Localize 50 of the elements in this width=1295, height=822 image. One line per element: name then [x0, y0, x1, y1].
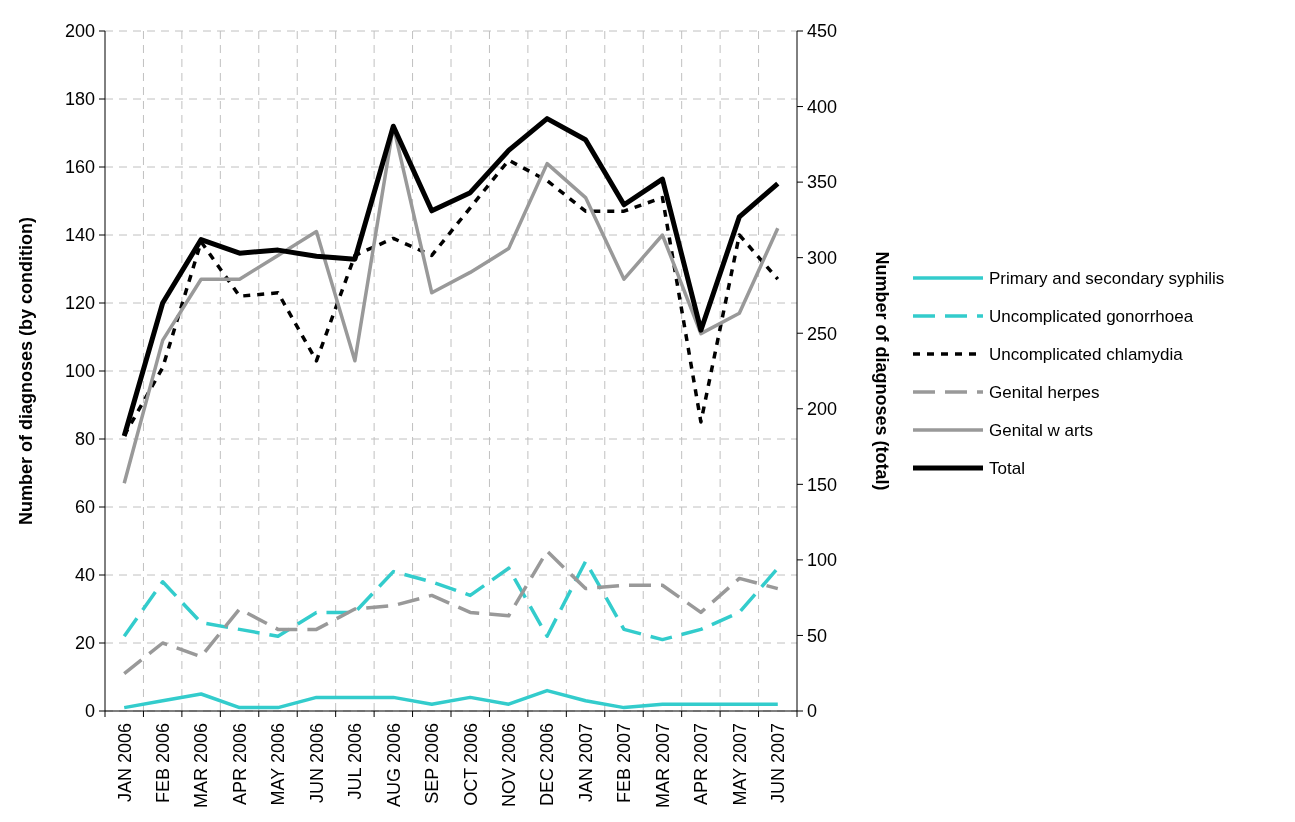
line-series: [122, 559, 780, 642]
y2-tick-label: 0: [807, 701, 818, 722]
y-tick-label: 120: [64, 293, 95, 314]
y-tick-label: 180: [64, 89, 95, 110]
x-tick-label: DEC 2006: [537, 723, 558, 807]
y2-tick-label: 350: [807, 172, 838, 193]
x-tick-label: JUN 2007: [768, 723, 789, 804]
y2-axis-title: Number of diagnoses (total): [872, 251, 892, 491]
y-tick-label: 200: [64, 21, 95, 42]
y-tick-label: 0: [84, 701, 95, 722]
x-tick-label: JUL 2006: [345, 723, 366, 800]
y-tick-label: 20: [74, 633, 95, 654]
y-tick-label: 80: [74, 429, 95, 450]
line-series: [122, 549, 780, 676]
x-tick-label: JAN 2006: [114, 723, 135, 803]
y2-tick-label: 150: [807, 474, 838, 495]
legend-label: Genital herpes: [989, 382, 1100, 402]
x-tick-label: MAR 2007: [652, 723, 673, 809]
y2-tick-label: 450: [807, 21, 838, 42]
x-tick-label: MAR 2006: [191, 723, 212, 809]
x-tick-label: APR 2006: [229, 723, 250, 806]
y-tick-label: 160: [64, 157, 95, 178]
x-tick-label: MAY 2007: [729, 723, 750, 806]
line-series: [122, 688, 780, 710]
y-tick-label: 140: [64, 225, 95, 246]
x-tick-label: MAY 2006: [268, 723, 289, 806]
x-tick-label: AUG 2006: [383, 723, 404, 808]
y-tick-label: 40: [74, 565, 95, 586]
x-tick-label: SEP 2006: [422, 723, 443, 804]
y2-tick-label: 400: [807, 96, 838, 117]
y-axis-title: Number of diagnoses (by condition): [16, 216, 36, 526]
y2-tick-label: 300: [807, 247, 838, 268]
y2-tick-label: 250: [807, 323, 838, 344]
x-tick-label: JAN 2007: [575, 723, 596, 803]
x-tick-label: APR 2007: [691, 723, 712, 806]
y2-tick-label: 50: [807, 625, 828, 646]
legend-label: Uncomplicated gonorrhoea: [989, 306, 1194, 326]
legend-label: Total: [989, 458, 1025, 478]
legend-label: Uncomplicated chlamydia: [989, 344, 1184, 364]
y2-tick-label: 200: [807, 399, 838, 420]
x-tick-label: OCT 2006: [460, 723, 481, 806]
y2-tick-label: 100: [807, 550, 838, 571]
y-tick-label: 100: [64, 361, 95, 382]
legend-label: Primary and secondary syphilis: [989, 268, 1225, 288]
x-tick-label: FEB 2007: [614, 723, 635, 804]
x-tick-label: NOV 2006: [498, 723, 519, 808]
y-tick-label: 60: [74, 497, 95, 518]
x-tick-label: FEB 2006: [152, 723, 173, 804]
x-tick-label: JUN 2006: [306, 723, 327, 804]
legend-label: Genital w arts: [989, 420, 1093, 440]
